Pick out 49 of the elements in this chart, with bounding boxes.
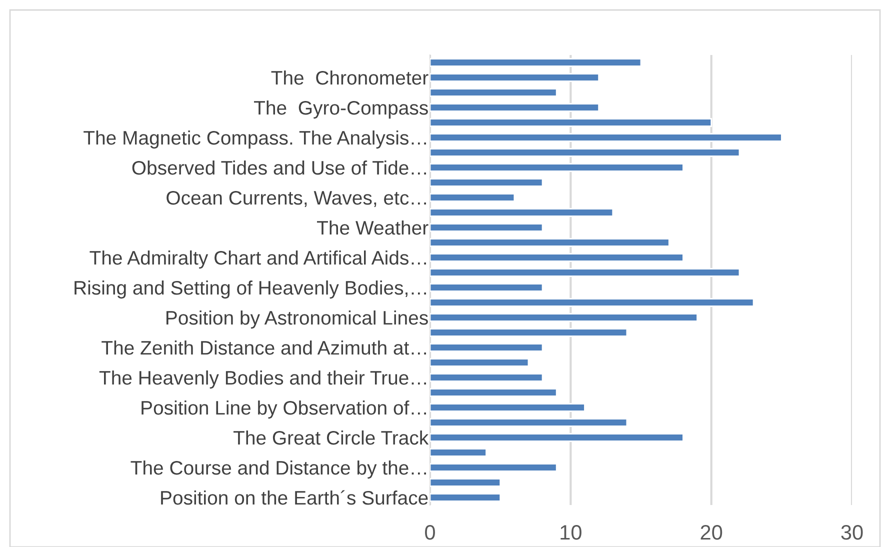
bar — [430, 148, 740, 157]
bar — [430, 418, 628, 427]
bar — [430, 268, 740, 277]
bar — [430, 103, 600, 112]
y-tick-label: The Gyro-Compass — [254, 100, 428, 119]
y-tick-label: Observed Tides and Use of Tide… — [132, 160, 426, 175]
bar — [430, 493, 502, 502]
y-tick-label: The Admiralty Chart and Artifical Aids… — [90, 250, 426, 269]
y-tick-label: Position on the Earth´s Surface — [161, 490, 428, 505]
bar — [430, 298, 754, 307]
bar — [430, 133, 782, 142]
bar — [430, 193, 516, 202]
y-tick-label: The Heavenly Bodies and their True… — [99, 370, 426, 389]
bar — [430, 343, 544, 352]
bar — [430, 358, 530, 367]
bar — [430, 328, 628, 337]
bar — [430, 208, 614, 217]
x-tick-label: 30 — [841, 524, 863, 540]
y-tick-label: Rising and Setting of Heavenly Bodies,… — [74, 280, 426, 299]
bar — [430, 58, 642, 67]
bar — [430, 403, 586, 412]
bar — [430, 238, 670, 247]
y-tick-label: The Magnetic Compass. The Analysis… — [84, 130, 426, 149]
bar — [430, 448, 487, 457]
bar — [430, 373, 544, 382]
y-tick-label: The Zenith Distance and Azimuth at… — [102, 340, 426, 355]
y-tick-label: The Course and Distance by the… — [130, 460, 426, 479]
bar — [430, 463, 558, 472]
bar — [430, 313, 698, 322]
y-tick-label: The Great Circle Track — [233, 430, 429, 445]
bar — [430, 388, 558, 397]
bar — [430, 223, 544, 232]
y-tick-label: Ocean Currents, Waves, etc… — [166, 190, 426, 208]
bar — [430, 253, 684, 262]
bar — [430, 478, 502, 487]
x-tick-label: 10 — [560, 524, 582, 540]
bar — [430, 118, 712, 127]
bar — [430, 283, 544, 292]
y-tick-label: The Chronometer — [271, 70, 428, 85]
bar — [430, 433, 684, 442]
x-tick-label: 20 — [700, 524, 722, 540]
y-tick-label: The Weather — [317, 220, 428, 235]
x-tick-label: 0 — [425, 524, 435, 540]
bar — [430, 88, 558, 97]
bar — [430, 178, 544, 187]
bar — [430, 163, 684, 172]
y-tick-label: Position Line by Observation of… — [142, 400, 426, 419]
bar — [430, 73, 600, 82]
y-tick-label: Position by Astronomical Lines — [166, 310, 428, 329]
